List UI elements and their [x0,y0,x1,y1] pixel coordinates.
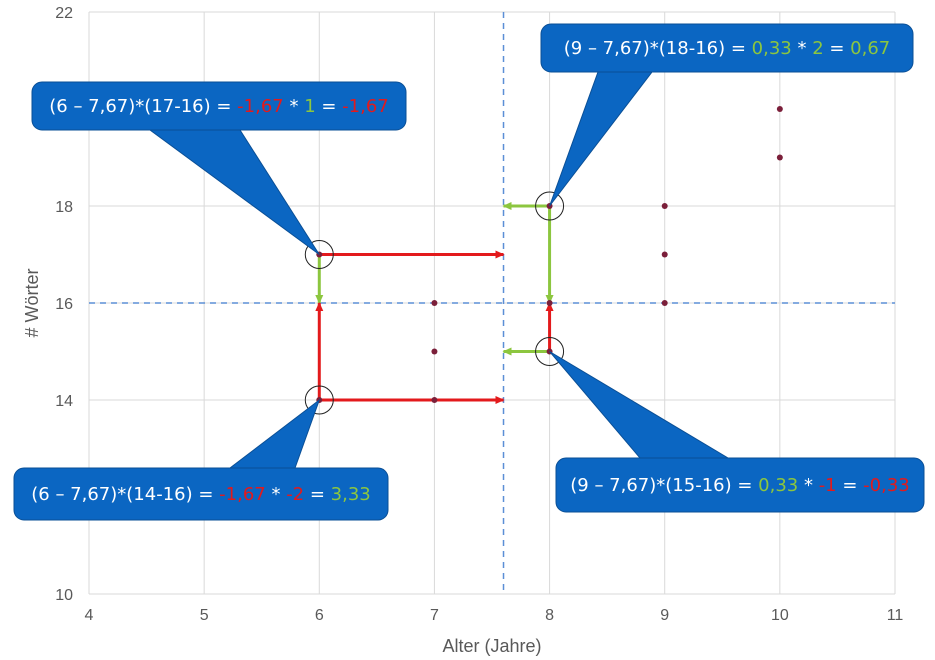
callout-text-segment: * [284,96,304,117]
deviation-arrows [315,202,554,404]
y-tick-label: 18 [55,199,73,216]
callout-text: (6 – 7,67)*(17-16) = -1,67 * 1 = -1,67 [49,96,389,117]
callout-pointer [549,71,654,207]
x-tick-label: 10 [771,607,789,624]
callouts: (6 – 7,67)*(17-16) = -1,67 * 1 = -1,67 (9… [13,23,925,521]
data-point [431,348,438,355]
data-point [431,300,438,306]
callout-text-segment: = [304,484,331,505]
callout-top-left: (6 – 7,67)*(17-16) = -1,67 * 1 = -1,67 [31,81,407,255]
y-tick-label: 14 [55,393,73,410]
y-tick-label: 16 [55,296,73,313]
callout-text-segment: 0,33 [752,38,792,59]
x-tick-label: 7 [430,607,439,624]
callout-text-segment: = [837,475,864,496]
callout-text-segment: -1,67 [219,484,266,505]
data-point [776,106,783,112]
callout-text-segment: -1 [819,475,837,496]
callout-box [13,467,389,521]
data-point [661,300,668,306]
callout-pointer [549,351,730,459]
callout-text: (9 – 7,67)*(15-16) = 0,33 * -1 = -0,33 [570,475,910,496]
callout-pointer [228,398,321,469]
callout-top-right: (9 – 7,67)*(18-16) = 0,33 * 2 = 0,67 [540,23,914,207]
callout-seam [641,459,727,461]
callout-text-segment: -1,67 [237,96,284,117]
callout-seam [599,69,651,71]
callout-text-segment: (6 – 7,67)*(17-16) = [49,96,237,117]
callout-text-segment: -2 [286,484,304,505]
callout-pointer [148,129,320,255]
y-axis-title: # Wörter [22,268,42,337]
tick-labels: 4 5 6 7 8 9 10 11 10 14 16 18 22 [55,5,903,624]
x-tick-label: 8 [545,607,554,624]
x-tick-label: 4 [85,607,94,624]
callout-text-segment: 0,67 [850,38,890,59]
callout-text-segment: (9 – 7,67)*(18-16) = [564,38,752,59]
callout-bottom-left: (6 – 7,67)*(14-16) = -1,67 * -2 = 3,33 [13,398,389,521]
x-axis-title: Alter (Jahre) [442,636,541,656]
callout-box [540,23,914,73]
callout-seam [151,127,239,129]
callout-text-segment: * [266,484,286,505]
highlight-circle [304,240,334,269]
x-tick-label: 9 [660,607,669,624]
callout-seam [231,469,294,471]
callout-text-segment: (9 – 7,67)*(15-16) = [570,475,758,496]
y-tick-label: 10 [55,587,73,604]
callout-text: (9 – 7,67)*(18-16) = 0,33 * 2 = 0,67 [564,38,891,59]
callout-text-segment: * [798,475,818,496]
callout-text-segment: = [824,38,851,59]
callout-text-segment: 0,33 [758,475,798,496]
highlight-circle [304,385,334,415]
highlight-circle [535,191,565,221]
callout-bottom-right: (9 – 7,67)*(15-16) = 0,33 * -1 = -0,33 [549,351,925,513]
highlight-circles [304,191,565,415]
callout-text-segment: -1,67 [342,96,389,117]
y-tick-label: 22 [55,5,73,22]
data-point [546,300,553,306]
callout-box [555,457,925,513]
callout-text: (6 – 7,67)*(14-16) = -1,67 * -2 = 3,33 [31,484,371,505]
x-tick-label: 5 [200,607,209,624]
callout-text-segment: 1 [304,96,315,117]
highlight-circle [535,337,565,366]
callout-text-segment: * [792,38,812,59]
x-tick-label: 11 [887,607,904,624]
callout-text-segment: 3,33 [331,484,371,505]
data-point [661,203,668,209]
mean-lines [89,12,895,594]
data-point [661,251,668,258]
data-point [431,397,438,403]
x-tick-label: 6 [315,607,324,624]
data-point [776,154,783,161]
callout-text-segment: -0,33 [863,475,910,496]
callout-text-segment: 2 [812,38,823,59]
callout-box [31,81,407,131]
callout-text-segment: (6 – 7,67)*(14-16) = [31,484,219,505]
callout-text-segment: = [316,96,343,117]
